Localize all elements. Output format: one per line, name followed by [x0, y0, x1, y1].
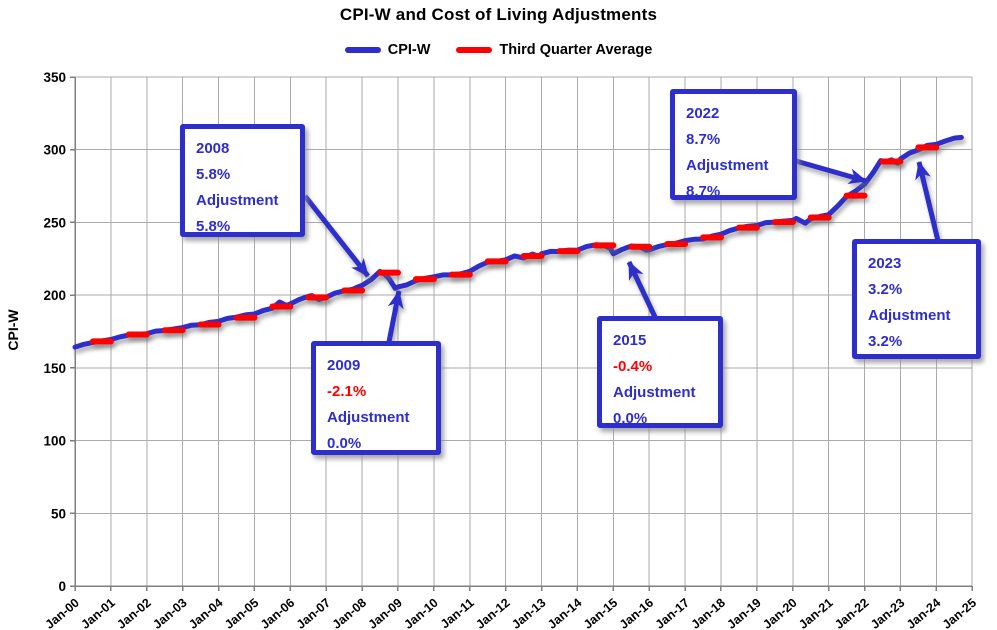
annotation-year: 2008 [196, 140, 230, 157]
x-tick-label: Jan-18 [689, 596, 728, 630]
annotation-box-2023: 2023 3.2% Adjustment 3.2% [852, 239, 981, 359]
annotation-label: Adjustment [327, 409, 410, 426]
annotation-arrow [626, 260, 658, 319]
y-tick-label: 350 [43, 70, 66, 85]
y-axis-title: CPI-W [5, 309, 21, 351]
annotation-box-2009: 2009 -2.1% Adjustment 0.0% [311, 341, 441, 455]
annotation-box-2015: 2015 -0.4% Adjustment 0.0% [597, 316, 723, 428]
annotation-arrow [915, 161, 941, 242]
x-tick-label: Jan-13 [509, 596, 548, 630]
legend-item-q3avg: Third Quarter Average [456, 42, 652, 58]
annotation-box-2022: 2022 8.7% Adjustment 8.7% [670, 89, 797, 200]
x-tick-label: Jan-19 [724, 596, 763, 630]
annotation-arrow [386, 290, 404, 343]
y-tick-label: 0 [58, 579, 66, 594]
annotation-cola: 0.0% [613, 410, 648, 427]
annotation-arrow [303, 194, 370, 278]
y-tick-label: 100 [43, 434, 66, 449]
x-tick-label: Jan-06 [258, 596, 297, 630]
y-tick-label: 50 [51, 506, 66, 521]
x-tick-label: Jan-25 [940, 596, 979, 630]
chart-title: CPI-W and Cost of Living Adjustments [339, 5, 658, 24]
cpiw-line-swatch-icon [344, 47, 381, 53]
annotation-arrow [795, 158, 867, 185]
q3avg-line-swatch-icon [456, 47, 493, 53]
x-tick-label: Jan-03 [150, 596, 189, 630]
x-tick-label: Jan-08 [330, 596, 369, 630]
annotation-box-2008: 2008 5.8% Adjustment 5.8% [180, 124, 305, 237]
y-tick-label: 250 [43, 215, 66, 230]
annotation-cola: 5.8% [196, 218, 231, 235]
x-tick-label: Jan-01 [78, 596, 117, 630]
annotation-label: Adjustment [196, 192, 279, 209]
x-tick-label: Jan-24 [904, 596, 943, 630]
x-tick-label: Jan-05 [222, 596, 261, 630]
annotation-year: 2022 [686, 105, 720, 122]
x-tick-label: Jan-00 [43, 596, 82, 630]
legend-item-cpiw: CPI-W [344, 42, 431, 58]
x-tick-label: Jan-16 [617, 596, 656, 630]
annotation-cpi-change: 3.2% [868, 281, 903, 298]
x-tick-label: Jan-12 [473, 596, 512, 630]
x-tick-label: Jan-14 [545, 596, 584, 630]
y-tick-label: 150 [43, 361, 66, 376]
y-tick-label: 300 [43, 143, 66, 158]
y-tick-label: 200 [43, 288, 66, 303]
annotation-year: 2023 [868, 255, 902, 272]
annotation-year: 2009 [327, 357, 361, 374]
annotation-cola: 0.0% [327, 435, 362, 452]
annotation-cpi-change: 8.7% [686, 131, 721, 148]
annotation-cola: 3.2% [868, 333, 903, 350]
x-tick-label: Jan-20 [760, 596, 799, 630]
x-tick-label: Jan-07 [294, 596, 333, 630]
legend-label-q3avg: Third Quarter Average [499, 42, 653, 58]
annotation-label: Adjustment [868, 307, 951, 324]
annotation-label: Adjustment [686, 157, 769, 174]
x-tick-label: Jan-02 [114, 596, 153, 630]
x-tick-label: Jan-21 [796, 596, 835, 630]
annotation-year: 2015 [613, 332, 647, 349]
x-tick-label: Jan-23 [868, 596, 907, 630]
q3-average-dashes [89, 144, 940, 345]
annotation-cola: 8.7% [686, 183, 721, 200]
legend: CPI-W Third Quarter Average [0, 42, 997, 58]
x-tick-label: Jan-15 [581, 596, 620, 630]
annotation-label: Adjustment [613, 384, 696, 401]
axes [70, 76, 973, 591]
x-tick-label: Jan-11 [438, 596, 477, 630]
x-tick-label: Jan-09 [366, 596, 405, 630]
x-tick-label: Jan-22 [832, 596, 871, 630]
annotation-cpi-change: 5.8% [196, 166, 231, 183]
legend-label-cpiw: CPI-W [387, 42, 431, 58]
x-tick-label: Jan-10 [401, 596, 440, 630]
annotation-cpi-change: -0.4% [613, 358, 653, 375]
x-tick-label: Jan-17 [653, 596, 692, 630]
x-tick-label: Jan-04 [186, 596, 225, 630]
annotation-cpi-change: -2.1% [327, 383, 367, 400]
annotation-arrows [303, 158, 941, 343]
